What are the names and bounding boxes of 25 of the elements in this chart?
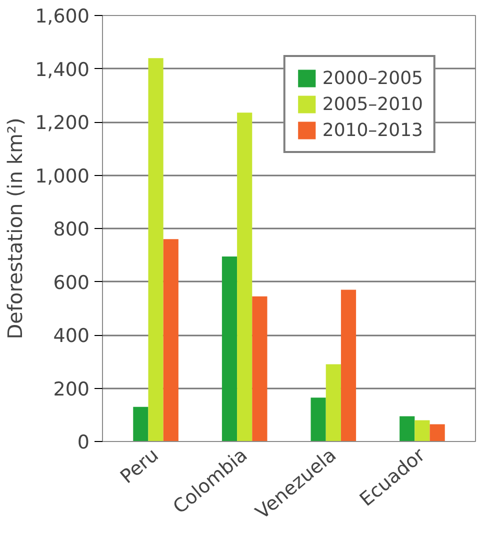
legend-label: 2005–2010 xyxy=(322,94,423,114)
bar xyxy=(310,398,326,442)
legend-label: 2010–2013 xyxy=(322,120,423,140)
y-tick-label: 1,000 xyxy=(35,165,90,188)
bar xyxy=(252,296,268,442)
bar xyxy=(400,416,415,442)
bar xyxy=(430,424,445,442)
y-tick-label: 400 xyxy=(53,325,90,347)
bar xyxy=(163,239,178,442)
bar xyxy=(414,420,430,442)
bar xyxy=(326,364,341,442)
y-tick-label: 1,200 xyxy=(35,112,90,134)
y-axis-title: Deforestation (in km²) xyxy=(3,118,28,340)
bar xyxy=(340,290,356,442)
y-tick-label: 1,600 xyxy=(35,6,90,28)
bar xyxy=(222,256,238,442)
bar xyxy=(133,406,148,442)
y-tick-label: 600 xyxy=(53,272,90,294)
bar xyxy=(237,112,252,442)
y-tick-label: 1,400 xyxy=(35,58,90,81)
legend-label: 2000–2005 xyxy=(322,68,423,88)
bar xyxy=(148,58,164,442)
y-tick-label: 200 xyxy=(53,378,90,400)
y-tick-label: 0 xyxy=(77,432,90,454)
y-tick-label: 800 xyxy=(53,218,90,240)
